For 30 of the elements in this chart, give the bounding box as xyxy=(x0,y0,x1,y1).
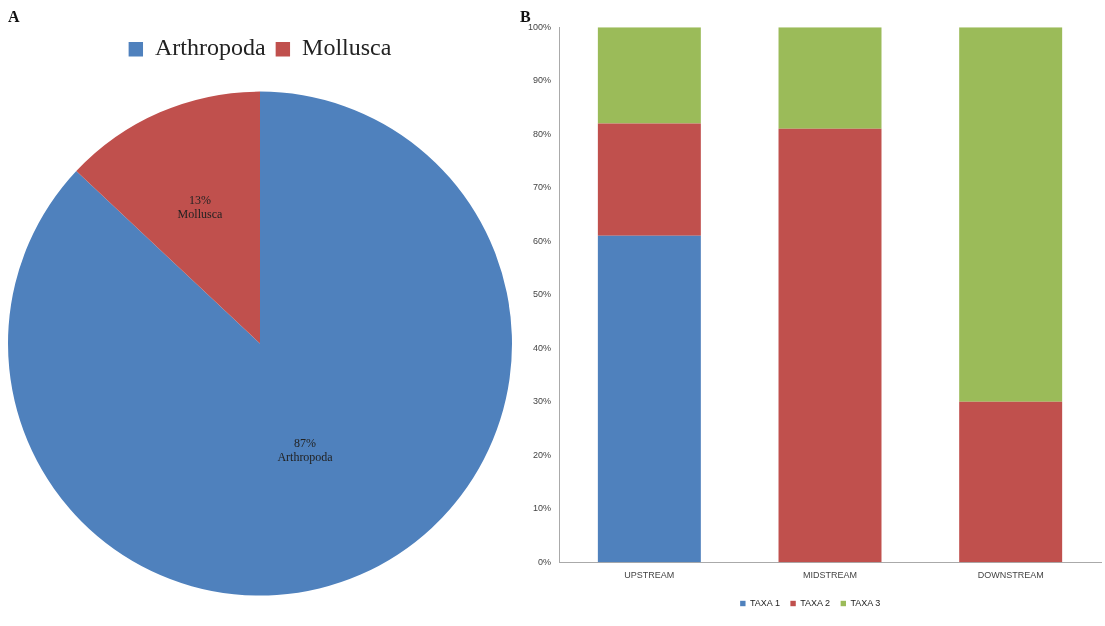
legend-label: Mollusca xyxy=(302,34,392,61)
bar xyxy=(778,128,882,563)
bar xyxy=(778,27,882,129)
y-tick-label: 0% xyxy=(538,556,552,567)
legend-label: Arthropoda xyxy=(155,34,267,61)
bar xyxy=(597,235,701,563)
bar xyxy=(959,27,1063,402)
chart-title: A xyxy=(8,7,20,25)
y-tick-label: 10% xyxy=(533,503,552,514)
data-label: 13% xyxy=(188,192,211,207)
slice-label: Mollusca xyxy=(177,206,223,221)
y-tick-label: 40% xyxy=(533,342,552,353)
data-label: 87% xyxy=(294,435,317,450)
bar xyxy=(597,123,701,236)
y-tick-label: 30% xyxy=(533,396,552,407)
y-tick-label: 80% xyxy=(533,128,552,139)
y-tick-label: 90% xyxy=(533,75,552,86)
legend-label: TAXA 2 xyxy=(800,597,831,608)
slice-label: Arthropoda xyxy=(277,449,334,464)
y-tick-label: 70% xyxy=(533,182,552,193)
x-tick-label: UPSTREAM xyxy=(624,570,675,581)
y-tick-label: 50% xyxy=(533,289,552,300)
legend-label: TAXA 3 xyxy=(850,597,881,608)
x-tick-label: DOWNSTREAM xyxy=(977,570,1044,581)
y-tick-label: 60% xyxy=(533,235,552,246)
bar xyxy=(959,401,1063,563)
y-tick-label: 20% xyxy=(533,449,552,460)
legend-label: TAXA 1 xyxy=(750,597,780,608)
bar xyxy=(597,27,701,124)
x-tick-label: MIDSTREAM xyxy=(803,570,858,581)
